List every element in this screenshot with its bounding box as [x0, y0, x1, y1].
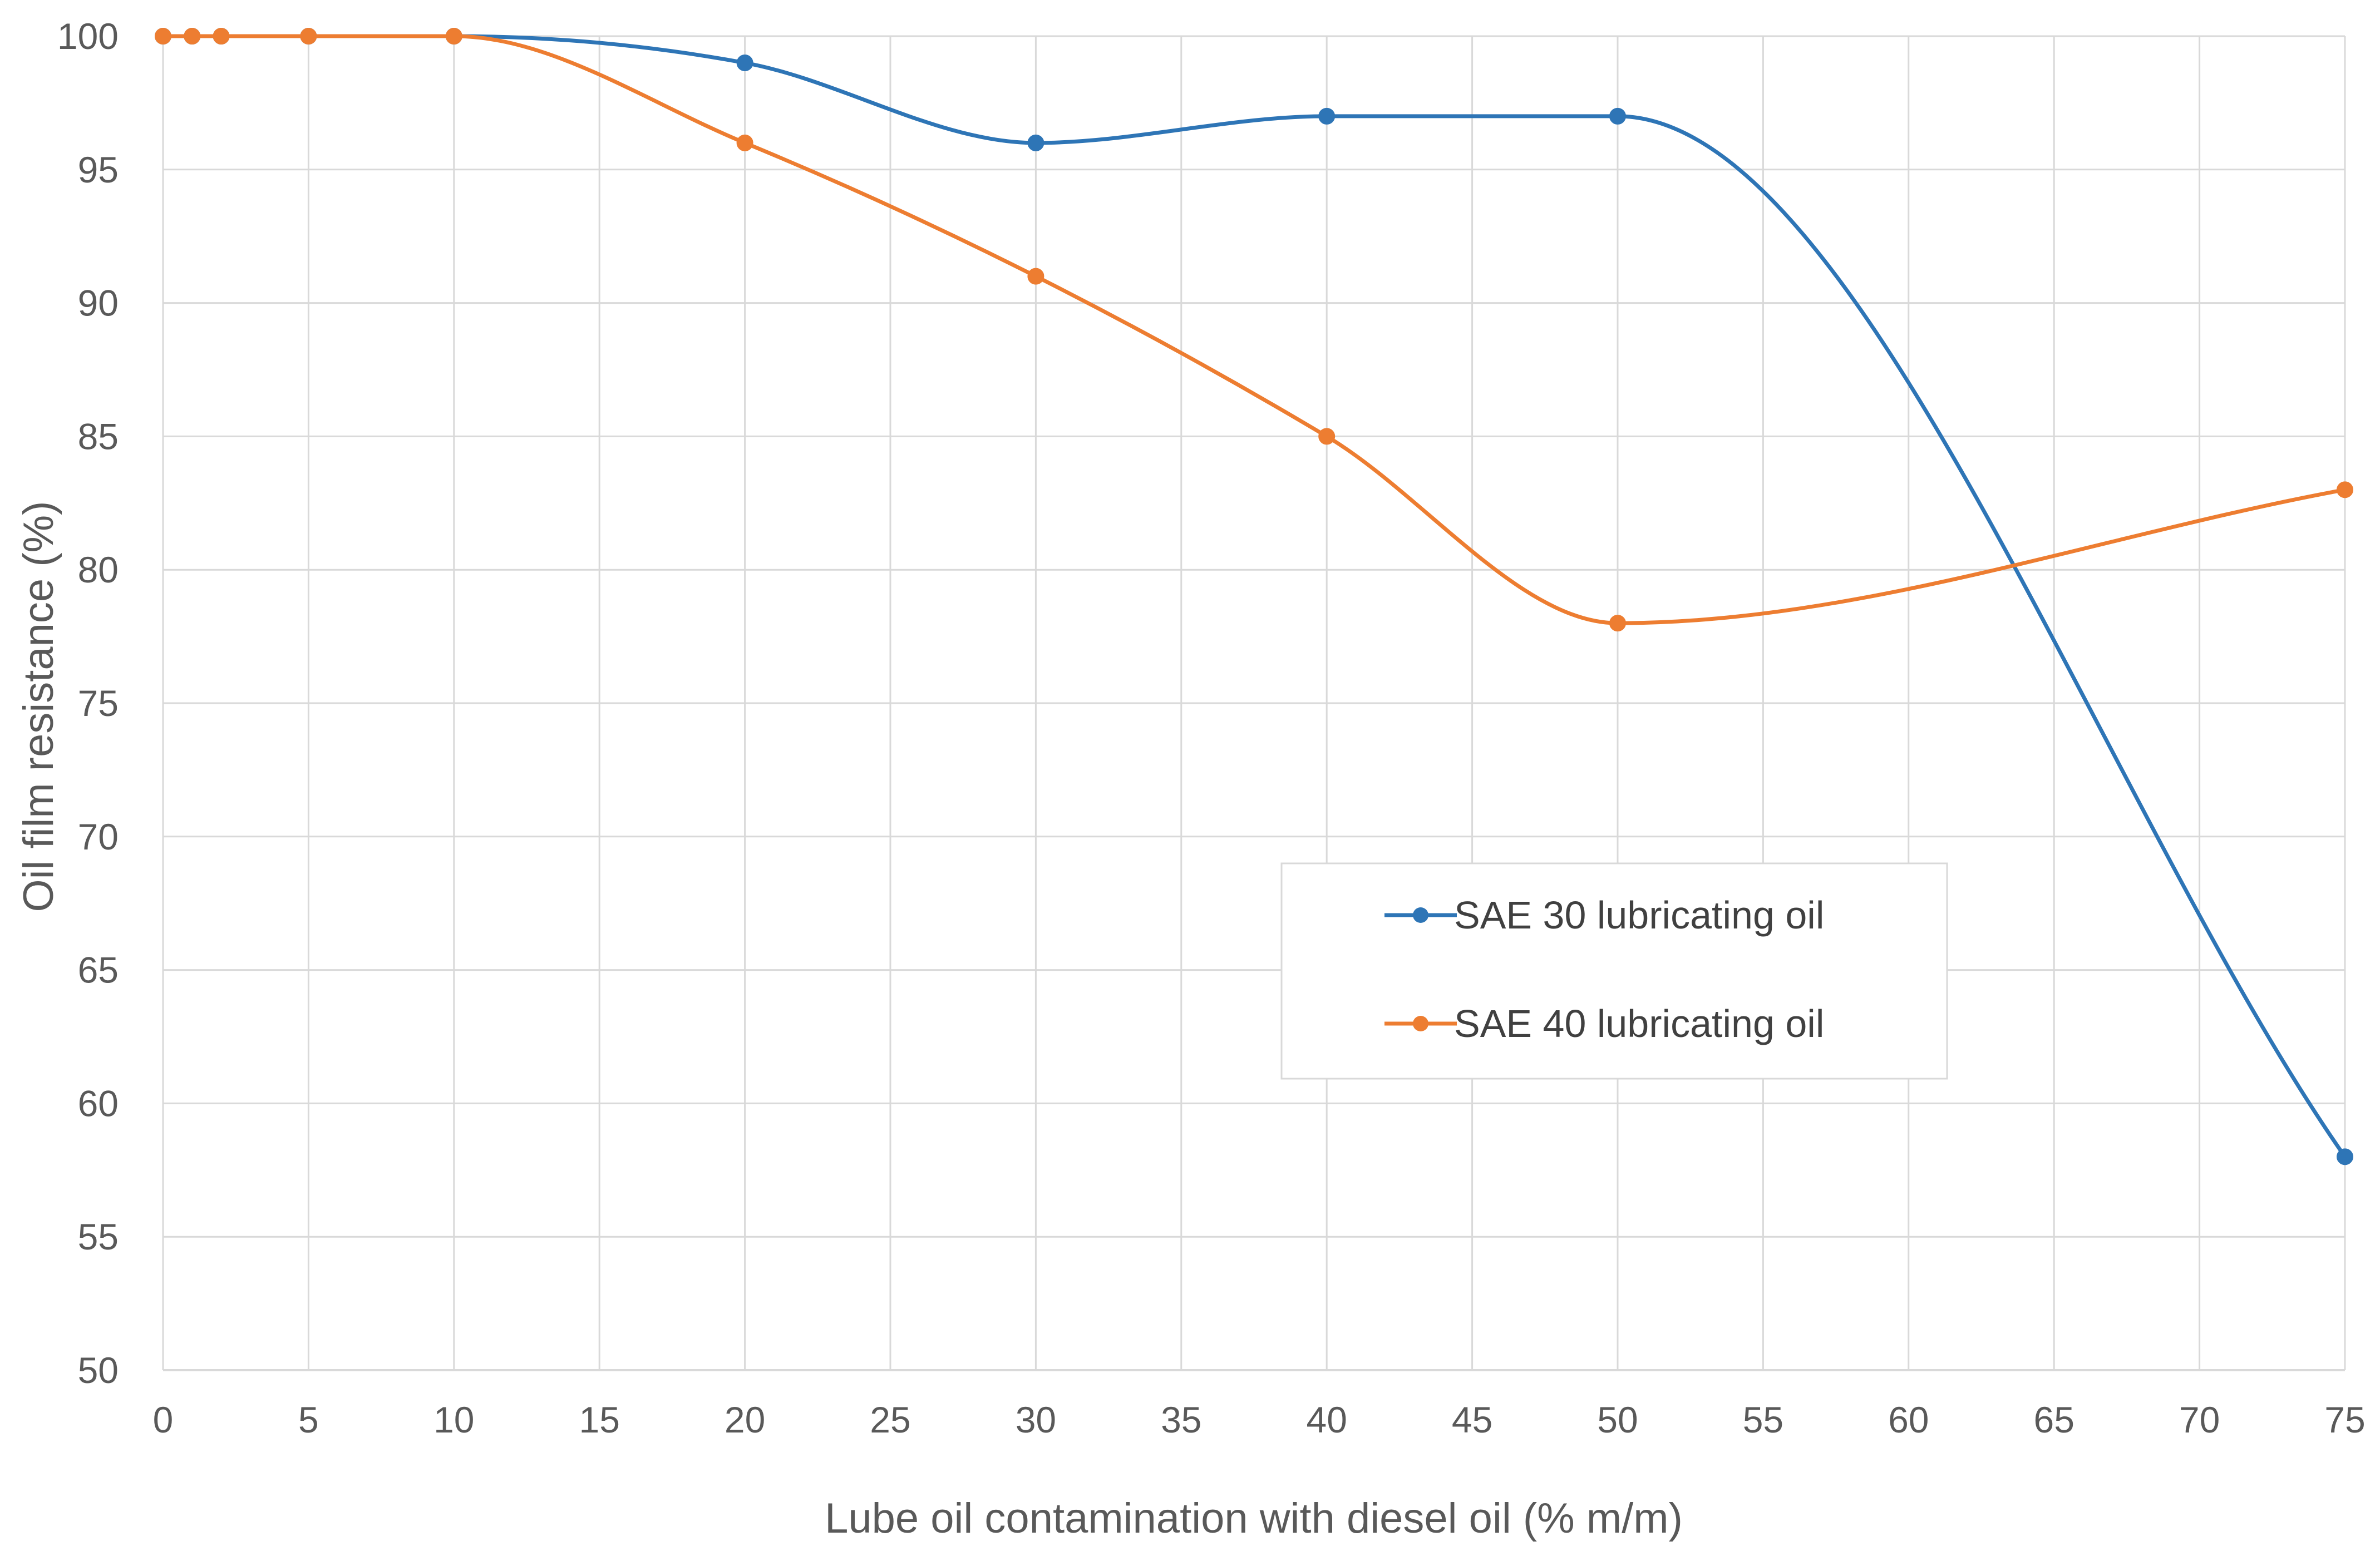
x-tick-label: 70 — [2179, 1399, 2220, 1440]
x-tick-label: 10 — [433, 1399, 474, 1440]
y-tick-label: 55 — [78, 1216, 119, 1257]
series-line-2 — [161, 34, 2347, 625]
data-point — [1318, 428, 1336, 445]
legend-label: SAE 40 lubricating oil — [1454, 1002, 1824, 1045]
series-line-1 — [161, 34, 2347, 1159]
y-tick-label: 75 — [78, 683, 119, 724]
x-tick-label: 30 — [1016, 1399, 1056, 1440]
y-tick-label: 80 — [78, 549, 119, 590]
y-tick-label: 70 — [78, 816, 119, 857]
x-tick-label: 75 — [2324, 1399, 2365, 1440]
axes: 50 55 60 65 70 75 80 85 90 95 100 0 5 10 15 20 25 30 35 40 4… — [57, 16, 2366, 1440]
legend-label: SAE 30 lubricating oil — [1454, 893, 1824, 937]
data-point — [1609, 615, 1626, 632]
x-tick-label: 15 — [579, 1399, 619, 1440]
x-tick-label: 65 — [2033, 1399, 2074, 1440]
x-tick-label: 55 — [1743, 1399, 1783, 1440]
data-point — [2337, 1148, 2353, 1165]
y-tick-label: 100 — [57, 16, 119, 57]
legend: SAE 30 lubricating oil SAE 40 lubricating… — [1280, 862, 1948, 1080]
x-tick-label: 25 — [870, 1399, 910, 1440]
y-tick-label: 90 — [78, 283, 119, 324]
data-point — [736, 54, 753, 71]
legend-swatch-marker — [1413, 1016, 1428, 1031]
data-point — [155, 28, 171, 45]
data-point — [445, 28, 462, 45]
legend-swatch-marker — [1413, 907, 1428, 923]
x-tick-label: 35 — [1161, 1399, 1201, 1440]
x-tick-label: 0 — [153, 1399, 174, 1440]
x-tick-label: 45 — [1452, 1399, 1492, 1440]
y-tick-label: 65 — [78, 950, 119, 991]
x-tick-label: 50 — [1597, 1399, 1638, 1440]
x-tick-label: 40 — [1306, 1399, 1347, 1440]
data-point — [213, 28, 230, 45]
x-tick-label: 20 — [725, 1399, 765, 1440]
grid — [162, 35, 2346, 1371]
x-tick-label: 60 — [1888, 1399, 1929, 1440]
data-point — [736, 134, 753, 151]
y-tick-label: 60 — [78, 1083, 119, 1124]
y-tick-label: 85 — [78, 416, 119, 457]
data-point — [1318, 107, 1336, 125]
data-point — [1027, 134, 1044, 151]
data-point — [1609, 107, 1626, 125]
x-tick-label: 5 — [298, 1399, 319, 1440]
data-point — [1027, 268, 1044, 285]
y-tick-label: 95 — [78, 149, 119, 190]
data-point — [300, 28, 317, 45]
series — [155, 28, 2353, 1165]
x-axis-title: Lube oil contamination with diesel oil (… — [825, 1495, 1683, 1542]
y-tick-label: 50 — [78, 1350, 119, 1391]
data-point — [184, 28, 201, 45]
y-axis-title: Oil film resistance (%) — [15, 501, 62, 912]
data-point — [2337, 481, 2353, 498]
legend-box — [1280, 862, 1948, 1080]
